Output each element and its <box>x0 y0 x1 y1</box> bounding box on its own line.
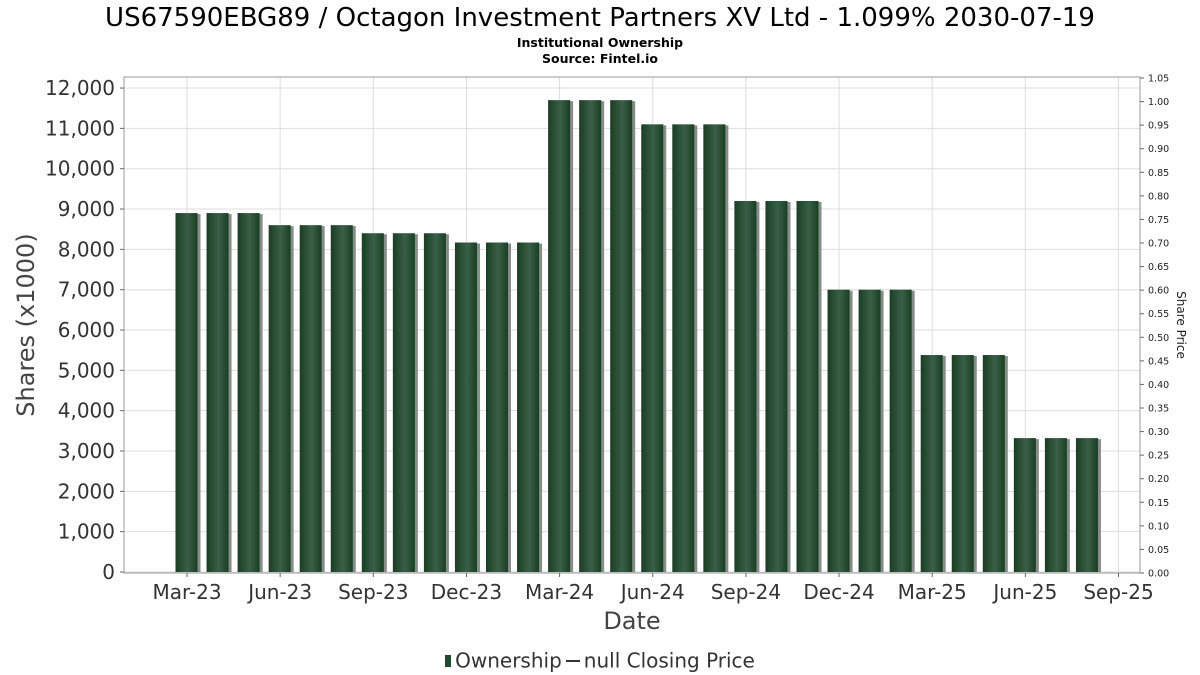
ownership-bar <box>610 100 633 572</box>
x-axis-title: Date <box>603 607 660 635</box>
y2-tick-label: 0.90 <box>1148 144 1169 155</box>
ownership-bar <box>1044 438 1067 572</box>
ownership-bar <box>982 355 1005 572</box>
y2-tick-label: 0.55 <box>1148 309 1169 320</box>
y2-tick-label: 0.25 <box>1148 451 1169 462</box>
plot-area-border <box>123 76 1141 574</box>
ownership-bar <box>951 355 974 572</box>
y-tick-label: 2,000 <box>58 479 115 503</box>
x-tick-label: Jun-24 <box>619 580 685 604</box>
x-tick-label: Dec-23 <box>431 580 502 604</box>
chart-title: US67590EBG89 / Octagon Investment Partne… <box>105 3 1095 33</box>
y2-tick-label: 0.50 <box>1148 333 1169 344</box>
y2-tick-label: 0.70 <box>1148 239 1169 250</box>
x-tick-label: Jun-25 <box>991 580 1057 604</box>
y2-tick-label: 0.05 <box>1148 545 1169 556</box>
y-tick-label: 12,000 <box>45 76 115 100</box>
x-tick-label: Dec-24 <box>803 580 874 604</box>
y2-tick-label: 0.00 <box>1148 569 1169 580</box>
legend-price-label: null Closing Price <box>583 648 755 673</box>
price-legend-line <box>565 659 580 662</box>
y-tick-label: 9,000 <box>58 197 115 221</box>
chart-source: Source: Fintel.io <box>542 51 658 66</box>
ownership-bar <box>827 289 850 572</box>
y2-tick-label: 0.60 <box>1148 286 1169 297</box>
ownership-bar <box>486 242 508 572</box>
ownership-bar <box>548 100 571 572</box>
ownership-bar <box>765 200 788 573</box>
y2-tick-label: 1.05 <box>1148 74 1169 85</box>
y2-tick-label: 0.65 <box>1148 262 1169 273</box>
x-tick-label: Mar-24 <box>525 580 594 604</box>
y-axis-ticks: 0 1,000 2,000 3,000 4,000 5,000 6,000 7,000 8,00… <box>45 76 124 584</box>
ownership-bar <box>330 225 353 573</box>
ownership-bar <box>1013 438 1036 572</box>
y-tick-label: 10,000 <box>45 157 115 181</box>
legend-ownership-label: Ownership <box>455 648 562 673</box>
y2-tick-label: 0.10 <box>1148 521 1169 532</box>
y2-axis-ticks: 0.00 0.05 0.10 0.15 0.20 0.25 0.30 0.35 0.40 0.45… <box>1140 74 1169 580</box>
ownership-bar <box>672 124 695 572</box>
y-tick-label: 3,000 <box>58 439 115 463</box>
x-tick-label: Mar-25 <box>898 580 967 604</box>
ownership-bar <box>920 355 943 572</box>
legend: Ownership null Closing Price <box>0 647 1200 673</box>
x-tick-label: Jun-23 <box>246 580 312 604</box>
ownership-bar <box>423 233 446 572</box>
chart-subtitle: Institutional Ownership <box>516 35 684 50</box>
y-tick-label: 7,000 <box>58 278 115 302</box>
x-tick-label: Sep-23 <box>338 580 408 604</box>
y-axis-title: Shares (x1000) <box>12 233 40 416</box>
y2-tick-label: 0.15 <box>1148 498 1169 509</box>
y2-tick-label: 1.00 <box>1148 97 1169 108</box>
ownership-bar <box>299 225 322 573</box>
ownership-bar <box>579 100 602 572</box>
ownership-bar <box>734 200 757 573</box>
y2-tick-label: 0.95 <box>1148 121 1169 132</box>
y2-tick-label: 0.85 <box>1148 168 1169 179</box>
y2-tick-label: 0.75 <box>1148 215 1169 226</box>
ownership-bar <box>206 213 229 573</box>
y2-tick-label: 0.35 <box>1148 404 1169 415</box>
ownership-bar <box>454 242 477 572</box>
ownership-bar <box>361 233 384 572</box>
y2-tick-label: 0.40 <box>1148 380 1169 391</box>
ownership-bar <box>796 200 819 573</box>
y2-tick-label: 0.45 <box>1148 356 1169 367</box>
ownership-bar <box>268 225 291 573</box>
y2-tick-label: 0.20 <box>1148 474 1169 485</box>
x-tick-label: Sep-24 <box>711 580 781 604</box>
y-tick-label: 0 <box>102 560 115 584</box>
ownership-bar <box>858 289 881 572</box>
ownership-bar <box>889 289 912 572</box>
ownership-bar <box>392 233 415 572</box>
ownership-bar <box>703 124 726 572</box>
x-tick-label: Mar-23 <box>152 580 221 604</box>
y-tick-label: 1,000 <box>58 520 115 544</box>
ownership-bar <box>237 213 260 573</box>
x-axis-ticks: Mar-23 Jun-23 Sep-23 Dec-23 Mar-24 Jun-24 Sep-… <box>152 573 1154 604</box>
y-tick-label: 8,000 <box>58 237 115 261</box>
y-tick-label: 5,000 <box>58 358 115 382</box>
ownership-bar <box>175 213 198 573</box>
y-tick-label: 4,000 <box>58 399 115 423</box>
x-tick-label: Sep-25 <box>1083 580 1153 604</box>
y2-tick-label: 0.30 <box>1148 427 1169 438</box>
y-tick-label: 11,000 <box>45 116 115 140</box>
ownership-bar <box>1075 438 1098 572</box>
bar-series <box>175 100 1101 573</box>
ownership-bar <box>517 242 540 572</box>
y2-axis-title: Share Price <box>1174 291 1188 359</box>
ownership-legend-swatch <box>445 654 452 667</box>
y-tick-label: 6,000 <box>58 318 115 342</box>
ownership-bar <box>641 124 664 572</box>
y2-tick-label: 0.80 <box>1148 191 1169 202</box>
